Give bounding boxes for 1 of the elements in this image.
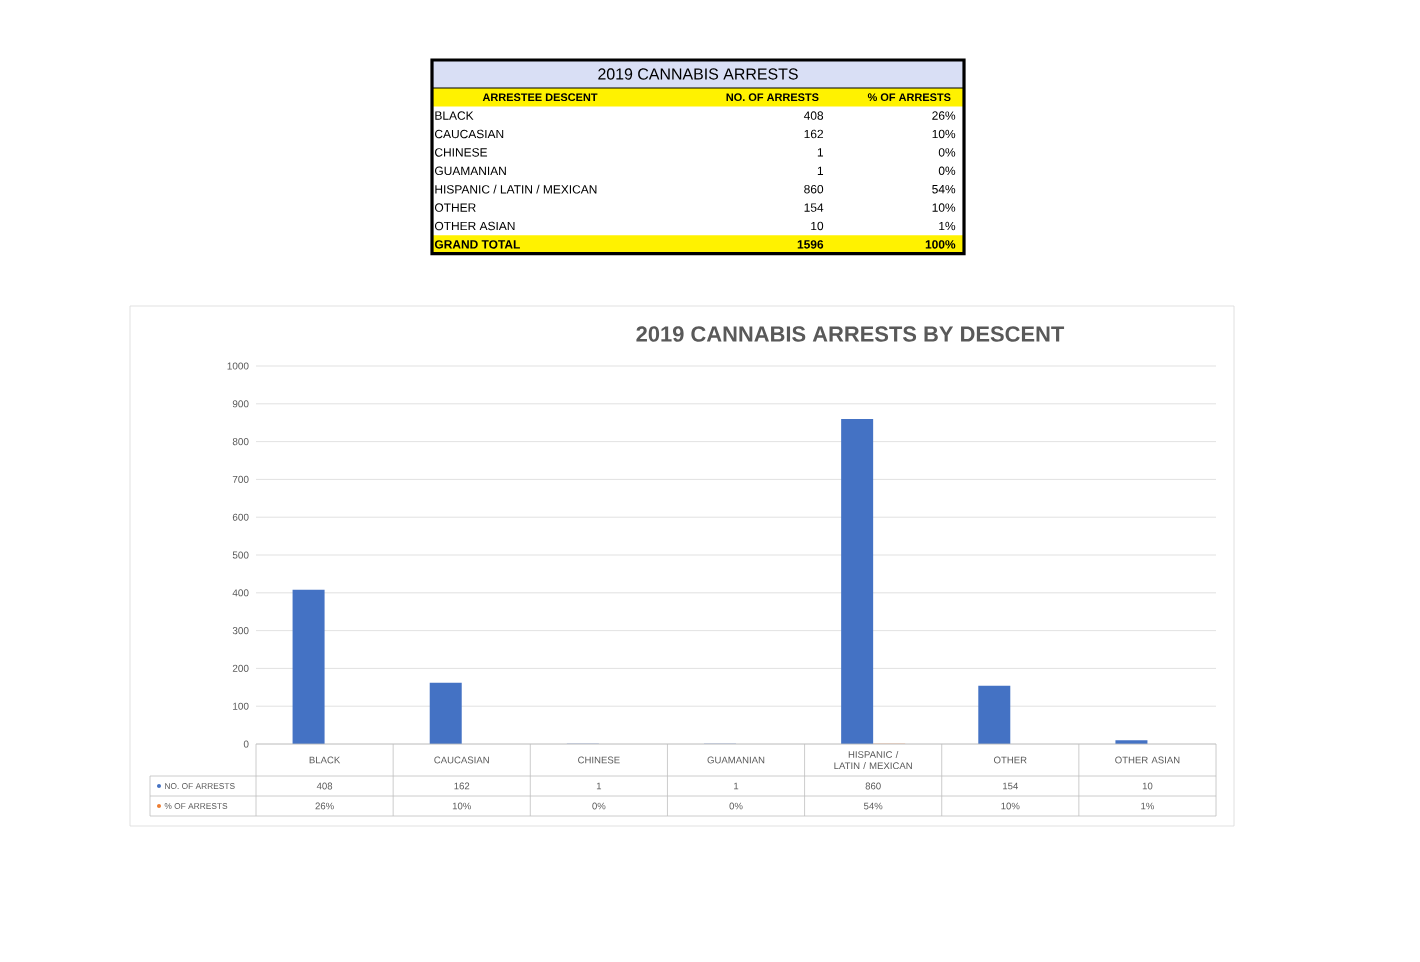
chart-title: 2019 CANNABIS ARRESTS BY DESCENT (636, 326, 1065, 342)
